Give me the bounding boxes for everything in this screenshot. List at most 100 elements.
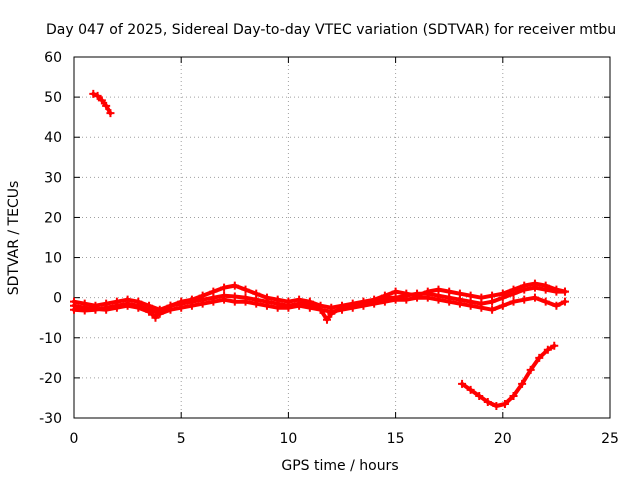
data-point: [187, 301, 196, 310]
y-tick-label: 60: [44, 50, 62, 66]
data-point: [518, 379, 527, 388]
data-point: [509, 297, 518, 306]
series-main-band-c: [70, 293, 569, 318]
x-tick-label: 10: [279, 431, 297, 447]
data-point: [413, 293, 422, 302]
data-point: [220, 295, 229, 304]
data-point: [209, 287, 218, 296]
data-point: [434, 285, 443, 294]
series-upper-arc: [89, 89, 115, 118]
x-tick-label: 20: [494, 431, 512, 447]
data-point: [445, 287, 454, 296]
data-point: [552, 285, 561, 294]
data-point: [102, 303, 111, 312]
data-point: [262, 301, 271, 310]
data-point: [488, 305, 497, 314]
y-tick-label: 30: [44, 170, 62, 186]
plot-frame: [73, 56, 611, 419]
data-point: [89, 89, 98, 98]
y-tick-label: -30: [39, 411, 62, 427]
grid-layer: [74, 57, 610, 418]
data-point: [466, 385, 475, 394]
data-point: [220, 283, 229, 292]
data-point: [560, 297, 569, 306]
series-layer: [70, 89, 569, 410]
data-point: [359, 301, 368, 310]
data-point: [535, 353, 544, 362]
y-axis-label: SDTVAR / TECUs: [6, 181, 22, 296]
data-point: [177, 303, 186, 312]
data-point: [273, 295, 282, 304]
data-point: [155, 309, 164, 318]
data-point: [552, 301, 561, 310]
data-point: [80, 306, 89, 315]
y-tick-label: 50: [44, 90, 62, 106]
y-tick-label: 10: [44, 251, 62, 267]
data-point: [434, 295, 443, 304]
data-point: [402, 295, 411, 304]
data-point: [498, 301, 507, 310]
data-point: [151, 313, 160, 322]
data-point: [458, 379, 467, 388]
data-point: [322, 315, 331, 324]
data-point: [166, 305, 175, 314]
data-point: [550, 341, 559, 350]
data-point: [93, 91, 102, 100]
data-point: [305, 303, 314, 312]
data-point: [445, 297, 454, 306]
data-point: [70, 297, 78, 306]
data-point: [70, 305, 78, 314]
data-point: [241, 297, 250, 306]
x-tick-label: 5: [177, 431, 186, 447]
data-point: [252, 289, 261, 298]
data-point: [543, 345, 552, 354]
data-point: [541, 297, 550, 306]
data-point: [466, 301, 475, 310]
data-point: [241, 285, 250, 294]
data-point: [541, 281, 550, 290]
data-point: [380, 297, 389, 306]
data-point: [530, 293, 539, 302]
data-point: [483, 397, 492, 406]
data-point: [477, 303, 486, 312]
data-point: [80, 299, 89, 308]
x-axis-label: GPS time / hours: [281, 458, 398, 474]
data-point: [466, 291, 475, 300]
data-point: [455, 289, 464, 298]
data-point: [391, 287, 400, 296]
data-point: [520, 295, 529, 304]
data-point: [112, 301, 121, 310]
data-point: [209, 297, 218, 306]
data-point: [348, 303, 357, 312]
data-point: [198, 299, 207, 308]
data-point: [97, 96, 106, 105]
data-point: [252, 299, 261, 308]
data-point: [492, 401, 501, 410]
data-point: [230, 281, 239, 290]
data-point: [509, 391, 518, 400]
data-point: [498, 289, 507, 298]
data-point: [262, 293, 271, 302]
data-point: [91, 305, 100, 314]
data-point: [102, 101, 111, 110]
data-point: [284, 303, 293, 312]
y-tick-label: 20: [44, 210, 62, 226]
data-point: [123, 299, 132, 308]
data-point: [370, 299, 379, 308]
data-point: [488, 291, 497, 300]
data-point: [526, 365, 535, 374]
data-point: [134, 301, 143, 310]
y-tick-label: 0: [53, 291, 62, 307]
data-point: [455, 299, 464, 308]
data-point: [106, 109, 115, 118]
data-point: [509, 285, 518, 294]
data-point: [338, 305, 346, 314]
data-point: [198, 291, 207, 300]
y-tick-label: 40: [44, 130, 62, 146]
data-point: [560, 287, 569, 296]
data-point: [500, 399, 509, 408]
data-point: [273, 303, 282, 312]
data-point: [391, 295, 400, 304]
data-point: [520, 281, 529, 290]
